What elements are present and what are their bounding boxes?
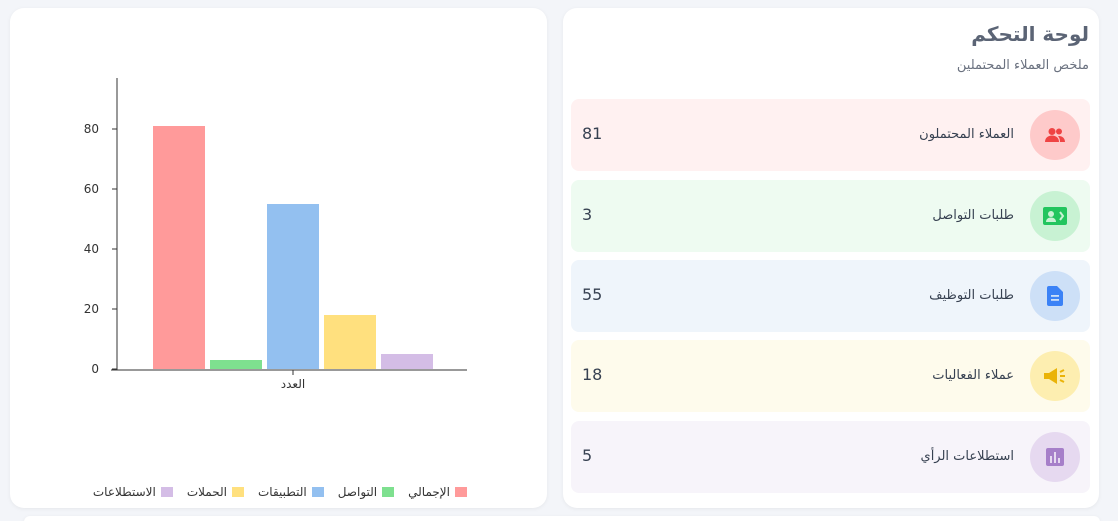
legend-item[interactable]: التطبيقات xyxy=(258,485,324,499)
document-icon xyxy=(1030,271,1080,321)
legend-label: الإجمالي xyxy=(408,485,450,499)
stat-label: العملاء المحتملون xyxy=(919,127,1014,142)
stat-label: طلبات التوظيف xyxy=(929,288,1014,303)
legend-swatch xyxy=(231,487,244,497)
legend-swatch xyxy=(160,487,173,497)
stat-count: 3 xyxy=(582,205,593,224)
stat-label: استطلاعات الرأي xyxy=(920,449,1014,464)
next-card xyxy=(24,516,1100,521)
chart-legend: الإجمالي التواصل التطبيقات الحملات الاستطلاع… xyxy=(93,485,467,499)
bar-3 xyxy=(267,204,319,369)
stat-count: 55 xyxy=(582,285,603,304)
bar-4 xyxy=(324,315,376,369)
stat-row-contact[interactable]: 3 طلبات التواصل xyxy=(571,180,1090,252)
page-subtitle: ملخص العملاء المحتملين xyxy=(956,58,1089,73)
y-tick-label: 60 xyxy=(84,182,99,196)
poll-chart-icon xyxy=(1030,432,1080,482)
legend-swatch xyxy=(455,487,467,497)
megaphone-icon xyxy=(1030,351,1080,401)
stat-label: طلبات التواصل xyxy=(932,208,1014,223)
dashboard-card: لوحة التحكم ملخص العملاء المحتملين 81 ال… xyxy=(563,8,1099,508)
bar-1 xyxy=(153,126,205,369)
stat-row-polls[interactable]: 5 استطلاعات الرأي xyxy=(571,421,1090,493)
bar-chart: 0 20 40 60 80 العدد xyxy=(84,78,467,391)
stat-count: 18 xyxy=(582,365,603,384)
stat-label: عملاء الفعاليات xyxy=(932,368,1014,383)
legend-item[interactable]: الحملات xyxy=(187,485,244,499)
stat-row-events[interactable]: 18 عملاء الفعاليات xyxy=(571,340,1090,412)
bar-2 xyxy=(210,360,262,369)
stat-row-jobs[interactable]: 55 طلبات التوظيف xyxy=(571,260,1090,332)
legend-label: التواصل xyxy=(337,485,378,499)
y-tick-label: 40 xyxy=(84,242,99,256)
stat-count: 5 xyxy=(582,446,593,465)
bar-5 xyxy=(381,354,433,369)
stat-row-leads[interactable]: 81 العملاء المحتملون xyxy=(571,99,1090,171)
legend-item[interactable]: الإجمالي xyxy=(408,485,467,499)
y-tick-label: 20 xyxy=(84,302,99,316)
stat-count: 81 xyxy=(582,124,603,143)
legend-item[interactable]: التواصل xyxy=(337,485,395,499)
y-tick-label: 80 xyxy=(84,122,99,136)
page-title: لوحة التحكم xyxy=(971,22,1089,46)
legend-label: الاستطلاعات xyxy=(92,485,156,499)
chart-card: 0 20 40 60 80 العدد الإجمالي التواصل التطبيقات ا… xyxy=(10,8,547,508)
y-tick-label: 0 xyxy=(91,362,99,376)
legend-swatch xyxy=(382,487,395,497)
legend-swatch xyxy=(311,487,324,497)
legend-label: التطبيقات xyxy=(257,485,307,499)
users-icon xyxy=(1030,110,1080,160)
legend-item[interactable]: الاستطلاعات xyxy=(93,485,173,499)
contact-card-icon xyxy=(1030,191,1080,241)
legend-label: الحملات xyxy=(186,485,227,499)
x-tick-label: العدد xyxy=(281,377,305,391)
